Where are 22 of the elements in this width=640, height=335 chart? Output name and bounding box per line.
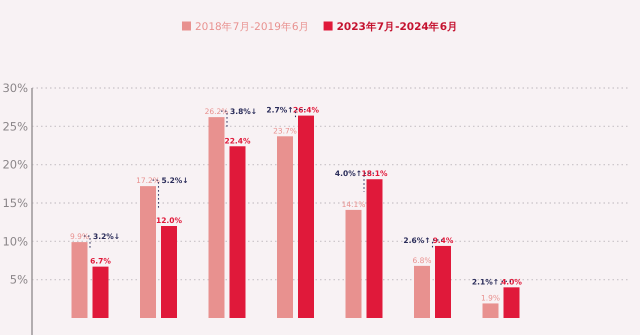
bar	[72, 242, 88, 318]
bar	[230, 146, 246, 318]
y-tick-label: 20%	[2, 158, 28, 172]
y-tick-label: 25%	[2, 119, 28, 134]
bar	[277, 136, 293, 318]
bar	[92, 266, 108, 318]
bar	[414, 266, 430, 318]
bar	[208, 117, 224, 318]
y-tick-label: 5%	[10, 272, 28, 287]
legend-label: 2023年7月-2024年6月	[336, 20, 458, 33]
y-tick-label: 10%	[2, 234, 28, 248]
bar	[435, 246, 451, 318]
legend-label: 2018年7月-2019年6月	[194, 21, 310, 33]
y-tick-label: 30%	[2, 81, 28, 95]
bar	[366, 179, 382, 318]
bar	[140, 186, 156, 318]
y-tick-label: 15%	[2, 196, 28, 210]
bar	[504, 287, 520, 318]
bar	[298, 116, 314, 318]
bar	[346, 210, 362, 318]
bar	[482, 303, 498, 318]
bar	[161, 226, 177, 318]
